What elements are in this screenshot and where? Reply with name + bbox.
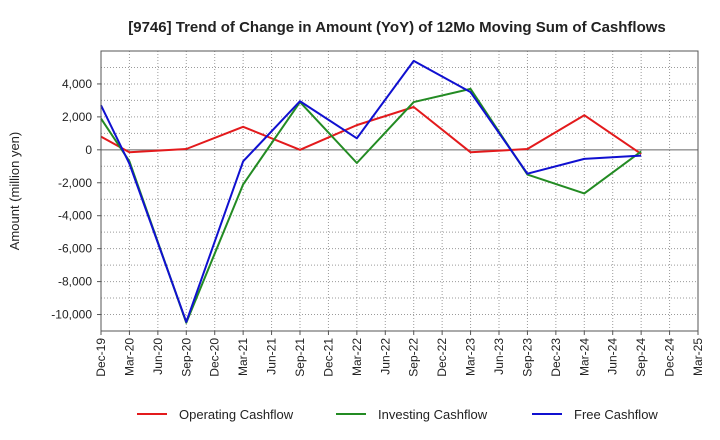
y-tick-label: 2,000 — [62, 110, 92, 124]
y-tick-label: -4,000 — [58, 209, 92, 223]
y-axis-ticks: 4,000 2,000 0 -2,000 -4,000 -6,000 -8,000 -10,0… — [51, 77, 101, 322]
x-tick-label: Sep-21 — [293, 338, 307, 377]
y-tick-label: -10,000 — [51, 308, 92, 322]
legend-label: Free Cashflow — [574, 407, 658, 422]
legend-item-free-cashflow: Free Cashflow — [532, 407, 658, 422]
x-tick-label: Dec-24 — [663, 338, 677, 377]
y-tick-label: 0 — [85, 143, 92, 157]
y-tick-label: 4,000 — [62, 77, 92, 91]
x-tick-label: Dec-19 — [94, 338, 108, 377]
series-line-operating-cashflow — [100, 106, 642, 155]
x-tick-label: Mar-21 — [236, 338, 250, 376]
x-tick-label: Sep-22 — [407, 338, 421, 377]
y-tick-label: -6,000 — [58, 242, 92, 256]
y-tick-label: -2,000 — [58, 176, 92, 190]
x-tick-label: Mar-25 — [691, 338, 705, 376]
x-tick-label: Jun-23 — [492, 338, 506, 375]
x-tick-label: Mar-20 — [122, 338, 136, 376]
y-tick-label: -8,000 — [58, 275, 92, 289]
series-line-free-cashflow — [100, 59, 642, 323]
x-tick-label: Dec-22 — [435, 338, 449, 377]
x-tick-label: Sep-20 — [179, 338, 193, 377]
legend: Operating Cashflow Investing Cashflow Free… — [137, 407, 658, 422]
x-tick-label: Sep-24 — [634, 338, 648, 377]
series-lines — [100, 59, 642, 324]
legend-label: Investing Cashflow — [378, 407, 488, 422]
x-tick-label: Sep-23 — [520, 338, 534, 377]
legend-item-operating-cashflow: Operating Cashflow — [137, 407, 294, 422]
legend-item-investing-cashflow: Investing Cashflow — [336, 407, 488, 422]
x-tick-label: Dec-20 — [208, 338, 222, 377]
x-tick-label: Dec-23 — [549, 338, 563, 377]
y-axis-label: Amount (million yen) — [7, 132, 22, 251]
x-tick-label: Mar-23 — [464, 338, 478, 376]
x-tick-label: Jun-24 — [606, 338, 620, 375]
legend-label: Operating Cashflow — [179, 407, 294, 422]
plot-area — [100, 50, 699, 332]
x-tick-label: Jun-21 — [265, 338, 279, 375]
x-tick-label: Jun-22 — [378, 338, 392, 375]
chart-title: [9746] Trend of Change in Amount (YoY) o… — [128, 19, 666, 36]
x-tick-label: Dec-21 — [321, 338, 335, 377]
x-tick-label: Jun-20 — [151, 338, 165, 375]
x-tick-label: Mar-24 — [577, 338, 591, 376]
x-axis-ticks: Dec-19 Mar-20 Jun-20 Sep-20 Dec-20 Mar-21 Jun-… — [94, 331, 705, 377]
x-tick-label: Mar-22 — [350, 338, 364, 376]
